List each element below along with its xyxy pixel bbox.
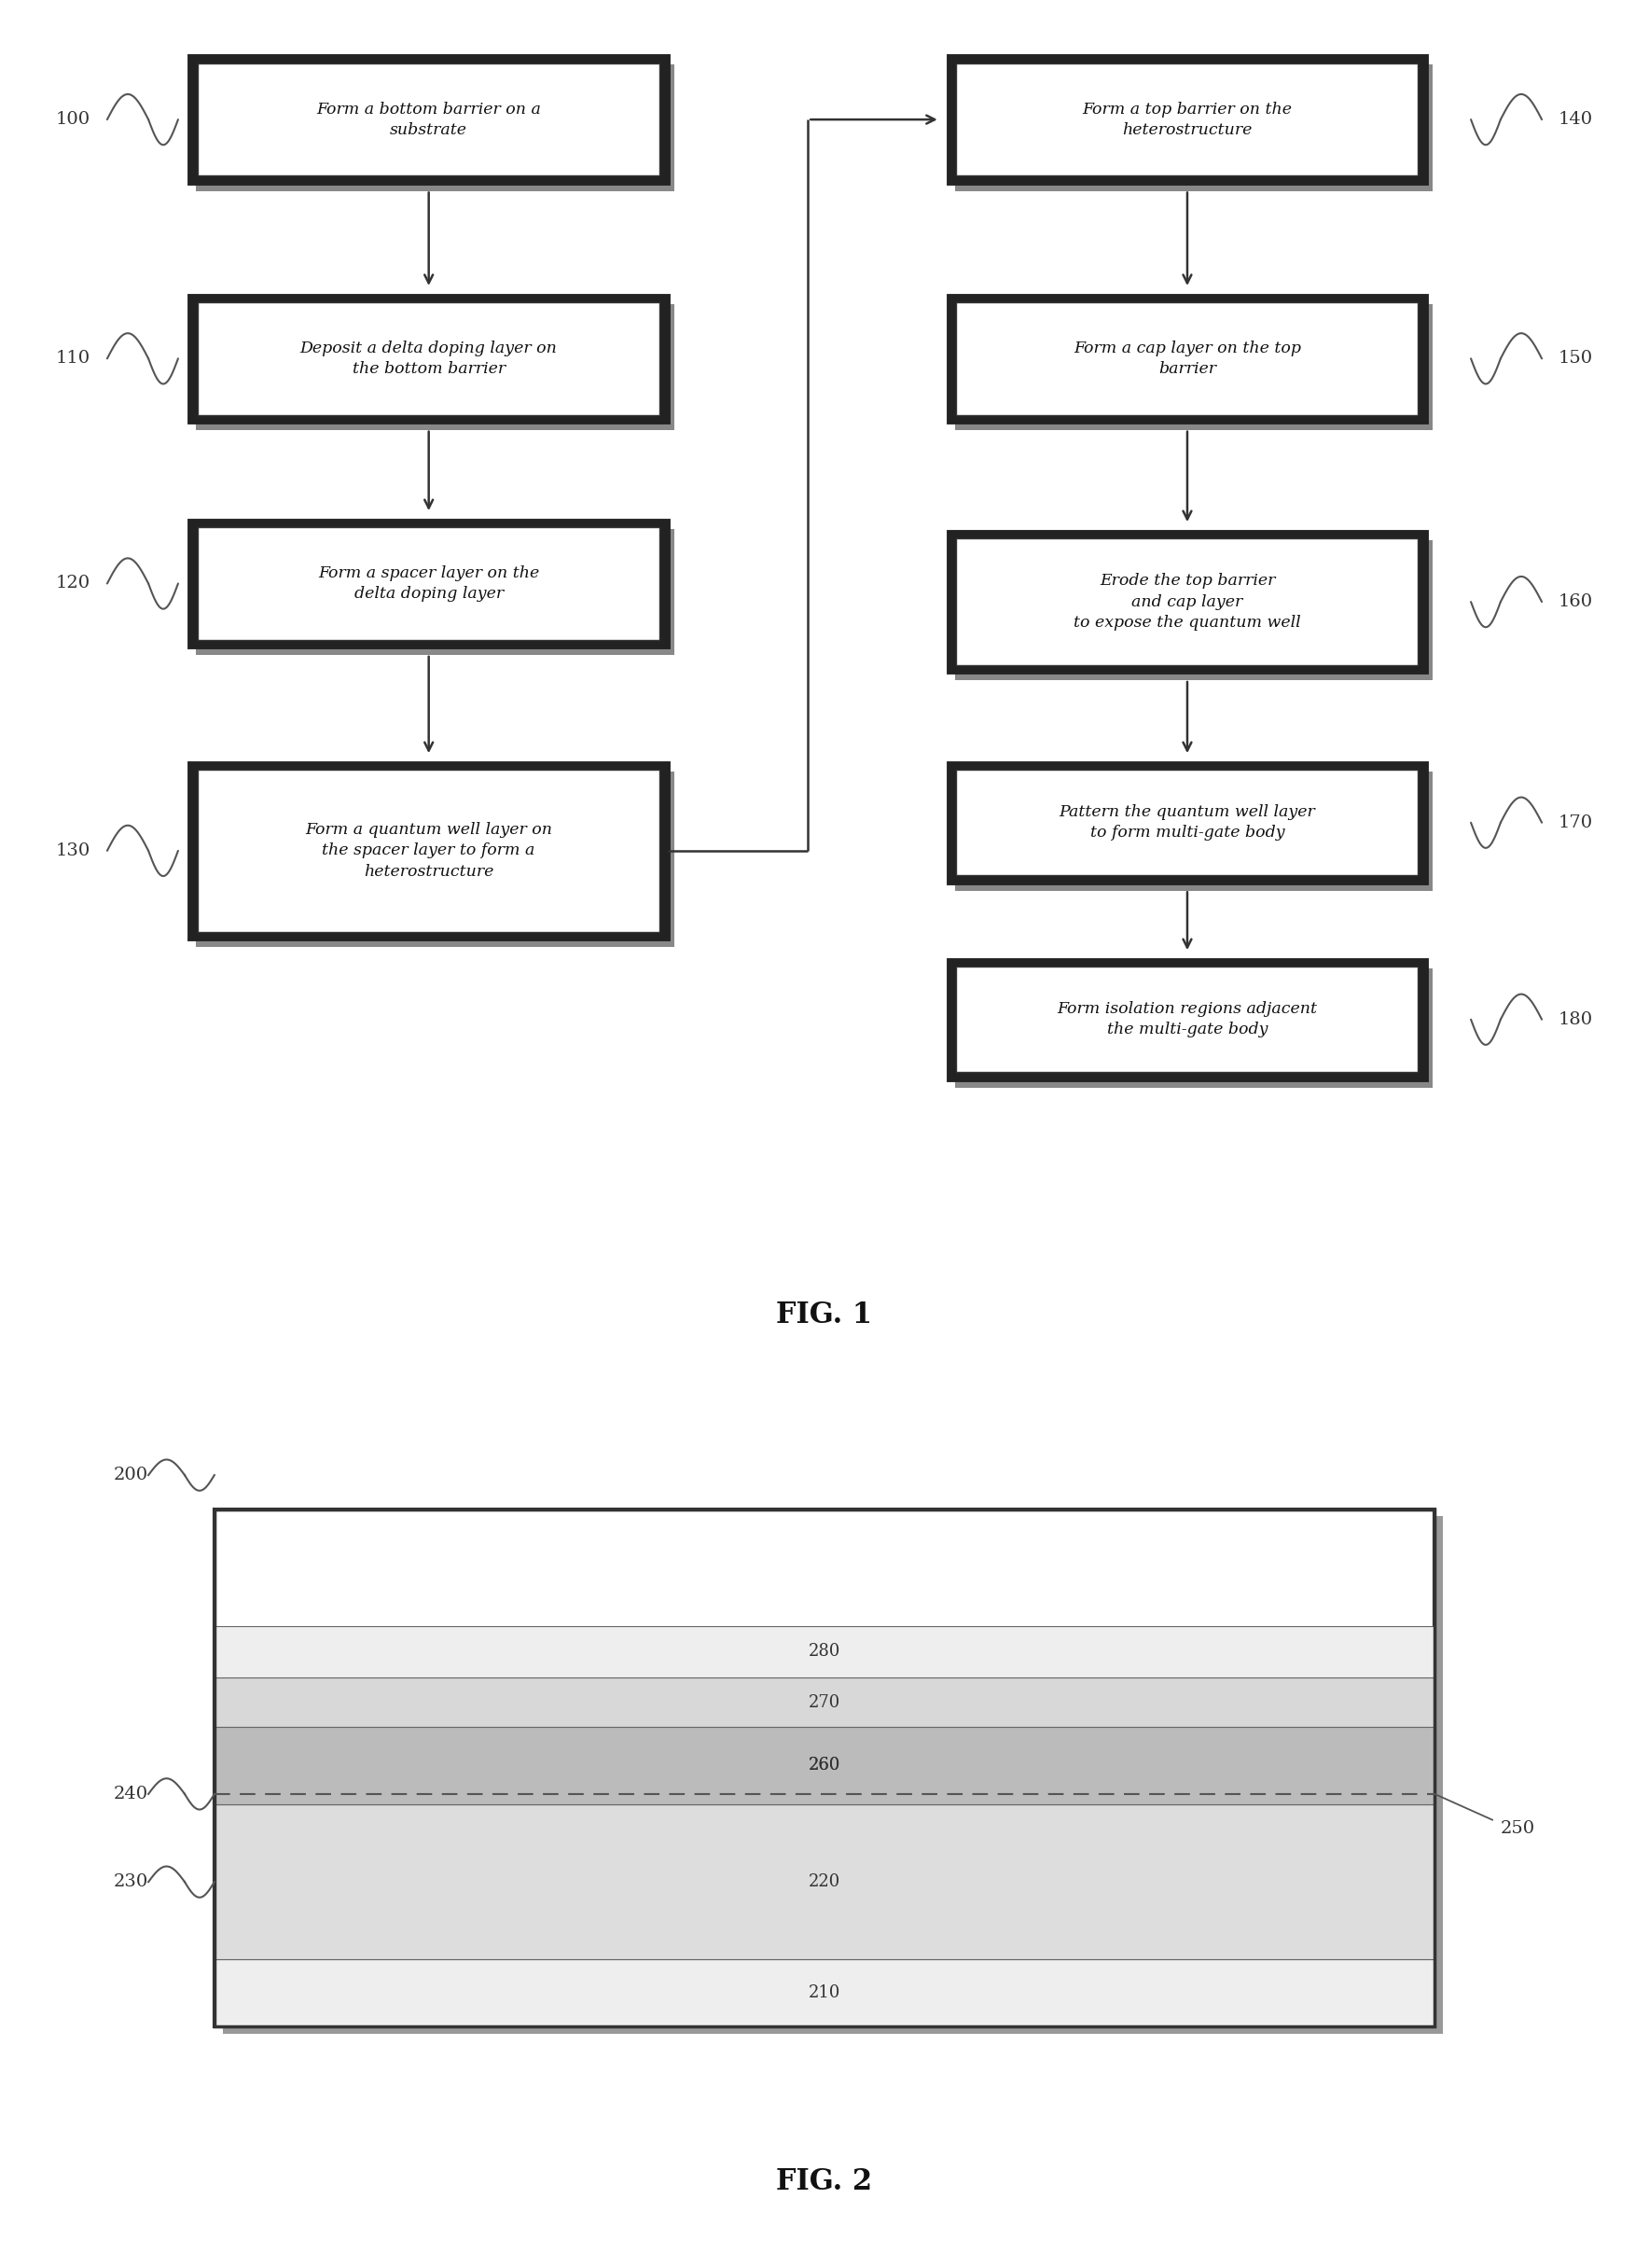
Text: Deposit a delta doping layer on
the bottom barrier: Deposit a delta doping layer on the bott… [300,340,557,376]
Bar [214,1805,1435,1960]
Bar [214,1510,1435,2028]
Text: 260: 260 [808,1758,841,1774]
Text: FIG. 2: FIG. 2 [777,2168,872,2195]
Bar [198,64,660,177]
Text: 220: 220 [808,1873,841,1889]
Bar [190,295,668,422]
Text: FIG. 1: FIG. 1 [777,1300,872,1329]
Text: 280: 280 [808,1644,841,1660]
Text: 100: 100 [56,111,91,127]
Bar [198,302,660,415]
Bar [196,771,674,948]
Text: 200: 200 [114,1467,148,1483]
Text: 260: 260 [808,1758,841,1774]
Text: 230: 230 [114,1873,148,1889]
Text: 180: 180 [1558,1012,1593,1027]
Text: Form a cap layer on the top
barrier: Form a cap layer on the top barrier [1073,340,1301,376]
Bar [956,538,1418,665]
Text: 160: 160 [1558,594,1593,610]
Text: 270: 270 [808,1694,841,1710]
Text: Form a quantum well layer on
the spacer layer to form a
heterostructure: Form a quantum well layer on the spacer … [305,821,552,880]
Bar [190,519,668,646]
Bar [214,1960,1435,2028]
Bar [223,1517,1443,2034]
Bar [198,528,660,640]
Text: 210: 210 [808,1984,841,2000]
Bar [948,531,1426,671]
Bar [214,1726,1435,1805]
Bar [214,1510,1435,2028]
Text: Form isolation regions adjacent
the multi-gate body: Form isolation regions adjacent the mult… [1057,1000,1318,1039]
Bar [956,64,1418,177]
Text: 170: 170 [1558,814,1593,830]
Text: 250: 250 [1501,1819,1535,1837]
Text: Pattern the quantum well layer
to form multi-gate body: Pattern the quantum well layer to form m… [1059,805,1316,841]
Bar [198,769,660,932]
Bar [196,304,674,431]
Bar [955,66,1433,191]
Bar [948,959,1426,1080]
Bar [948,57,1426,184]
Text: 150: 150 [1558,349,1593,367]
Bar [214,1726,1435,1805]
Text: Erode the top barrier
and cap layer
to expose the quantum well: Erode the top barrier and cap layer to e… [1073,574,1301,631]
Bar [955,304,1433,431]
Text: 120: 120 [56,576,91,592]
Text: Form a spacer layer on the
delta doping layer: Form a spacer layer on the delta doping … [318,565,539,601]
Text: 130: 130 [56,841,91,860]
Bar [955,540,1433,680]
Bar [196,66,674,191]
Text: 140: 140 [1558,111,1593,127]
Text: Form a top barrier on the
heterostructure: Form a top barrier on the heterostructur… [1082,102,1293,138]
Bar [214,1626,1435,1678]
Bar [956,302,1418,415]
Bar [948,762,1426,882]
Bar [956,966,1418,1073]
Bar [214,1678,1435,1726]
Bar [948,295,1426,422]
Text: Form a bottom barrier on a
substrate: Form a bottom barrier on a substrate [317,102,541,138]
Bar [955,968,1433,1089]
Text: 110: 110 [56,349,91,367]
Bar [190,57,668,184]
Bar [190,762,668,939]
Bar [196,528,674,655]
Bar [955,771,1433,891]
Text: 240: 240 [114,1785,148,1803]
Bar [956,769,1418,875]
